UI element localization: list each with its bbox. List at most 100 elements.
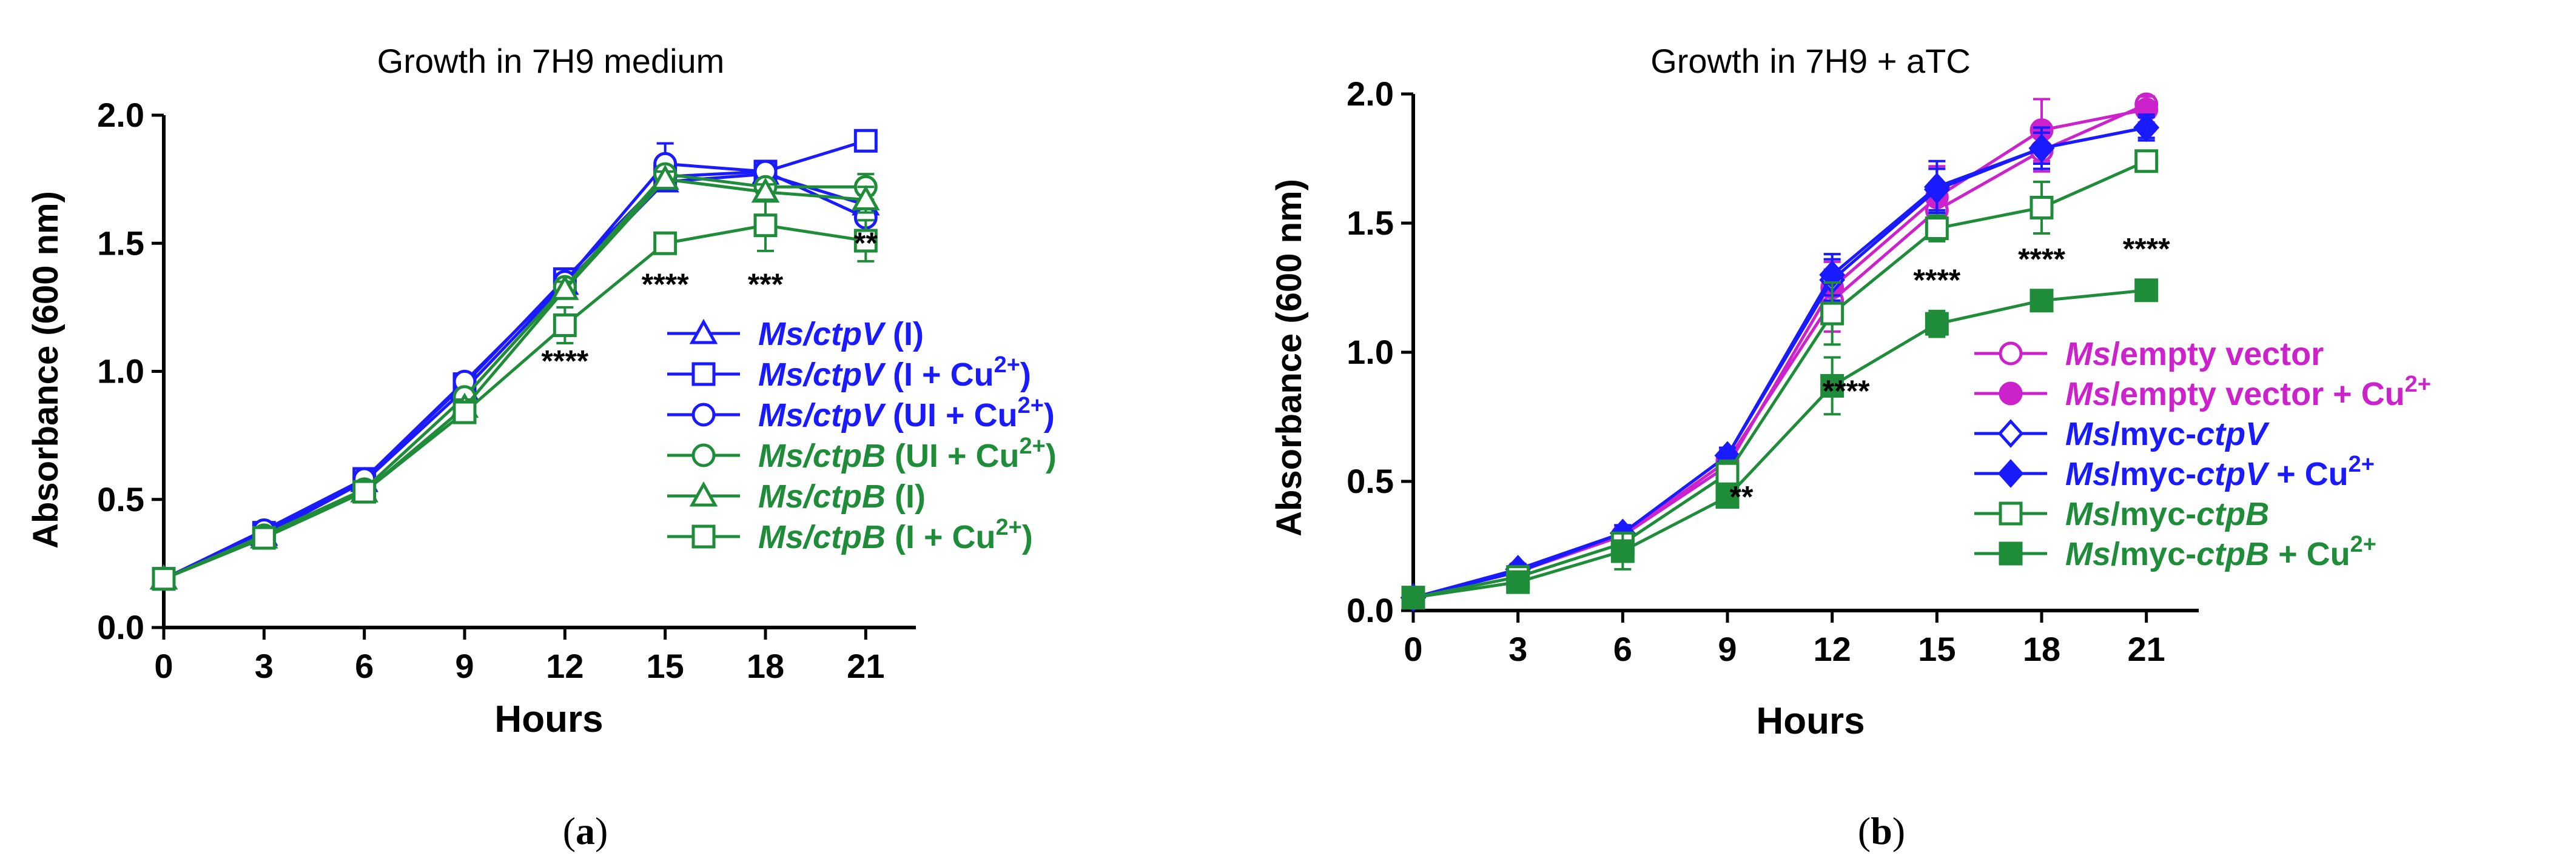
data-point <box>853 229 878 253</box>
legend-item: Ms/ctpB (I + Cu2+) <box>667 515 1033 555</box>
y-tick-label: 1.0 <box>1347 333 1394 371</box>
data-point <box>1820 301 1845 326</box>
panel-a-letter: (a) <box>563 809 608 852</box>
panel-b-letter: (b) <box>1858 809 1905 852</box>
y-tick-label: 2.0 <box>97 96 144 134</box>
data-point <box>452 400 477 424</box>
x-tick-label: 15 <box>647 647 684 685</box>
significance-annotation: **** <box>2018 243 2065 276</box>
x-tick-label: 15 <box>1918 630 1956 668</box>
y-tick-label: 0.5 <box>1347 462 1394 500</box>
x-tick-label: 9 <box>1718 630 1737 668</box>
panel-b-annotations: ************** **** <box>1730 232 2171 514</box>
series-line <box>163 162 867 580</box>
legend-item: Ms/ctpV (I) <box>667 316 924 352</box>
x-tick-label: 3 <box>1508 630 1527 668</box>
x-tick-label: 12 <box>546 647 583 685</box>
legend-label: Ms/ctpV (I) <box>758 316 924 352</box>
x-tick-label: 12 <box>1814 630 1851 668</box>
y-tick-label: 1.0 <box>97 352 144 390</box>
legend-item: Ms/myc-ctpV + Cu2+ <box>1974 452 2375 492</box>
legend-item: Ms/ctpB (UI + Cu2+) <box>667 434 1057 474</box>
panel-a-series <box>149 129 880 591</box>
panel-b-series <box>1400 92 2160 612</box>
data-point <box>1925 312 1949 336</box>
x-tick-label: 18 <box>747 647 784 685</box>
legend-marker <box>689 481 718 507</box>
y-tick-label: 0.0 <box>1347 591 1394 629</box>
x-tick-label: 0 <box>154 647 173 685</box>
data-point <box>252 526 276 550</box>
legend-item: Ms/empty vector + Cu2+ <box>1974 372 2431 412</box>
data-point <box>2134 278 2159 303</box>
data-point <box>2028 133 2055 163</box>
data-point <box>152 567 176 591</box>
panel-a-xlabel: Hours <box>494 698 603 740</box>
data-point <box>651 164 679 190</box>
legend-marker <box>691 524 716 549</box>
y-tick-label: 1.5 <box>97 224 144 262</box>
series-line <box>1413 126 2147 600</box>
data-point <box>551 275 579 300</box>
data-point <box>653 231 678 255</box>
legend-label: Ms/ctpB (I + Cu2+) <box>758 515 1033 555</box>
legend-marker <box>691 403 716 427</box>
series-6 <box>1401 278 2159 610</box>
series-6 <box>152 198 878 591</box>
x-tick-label: 9 <box>455 647 474 685</box>
panel-a-annotations: ******** ***** <box>541 226 878 378</box>
legend-marker <box>689 318 718 344</box>
legend-label: Ms/myc-ctpB <box>2065 496 2269 532</box>
data-point <box>852 185 880 210</box>
legend-label: Ms/myc-ctpV + Cu2+ <box>2065 452 2375 492</box>
significance-annotation: **** <box>541 344 588 378</box>
data-point <box>1715 485 1740 509</box>
panel-b-axes: 0 3 6 9 12 15 18 21 0.0 0.5 1.0 1.5 2.0 <box>1347 75 2199 668</box>
x-tick-label: 21 <box>847 647 884 685</box>
legend-item: Ms/myc-ctpB <box>1974 496 2269 532</box>
x-tick-label: 21 <box>2128 630 2165 668</box>
series-line <box>1413 102 2147 600</box>
data-point <box>2030 289 2054 313</box>
data-point <box>1610 539 1635 563</box>
legend-label: Ms/ctpB (I) <box>758 478 926 515</box>
series-4 <box>1400 113 2160 612</box>
legend-item: Ms/empty vector <box>1974 336 2324 372</box>
legend-marker <box>691 443 716 467</box>
legend-item: Ms/ctpB (I) <box>667 478 926 515</box>
series-line <box>163 224 866 581</box>
panel-b-ylabel: Absorbance (600 nm) <box>1270 179 1309 537</box>
legend-item: Ms/myc-ctpV <box>1974 416 2270 452</box>
panel-b-title: Growth in 7H9 + aTC <box>1650 42 1971 80</box>
x-tick-label: 0 <box>1404 630 1422 668</box>
legend-label: Ms/empty vector <box>2065 336 2324 372</box>
legend-label: Ms/ctpV (I + Cu2+) <box>758 352 1031 393</box>
data-point <box>1820 373 1845 398</box>
legend-marker <box>1999 381 2023 406</box>
series-line <box>1413 159 2147 600</box>
data-point <box>853 129 878 153</box>
significance-annotation: ** <box>1730 480 1754 514</box>
legend-label: Ms/ctpV (UI + Cu2+) <box>758 393 1055 434</box>
panel-a-chart: Growth in 7H9 medium Absorbance (600 nm)… <box>26 42 1057 852</box>
legend-label: Ms/ctpB (UI + Cu2+) <box>758 434 1057 474</box>
legend-marker <box>1997 459 2024 488</box>
legend-label: Ms/myc-ctpV <box>2065 416 2270 452</box>
legend-marker <box>691 362 716 386</box>
significance-annotation: ** <box>854 226 878 260</box>
y-tick-label: 0.5 <box>97 480 144 518</box>
data-point <box>753 213 778 238</box>
panel-b-xlabel: Hours <box>1756 700 1865 742</box>
panel-a-ylabel: Absorbance (600 nm) <box>26 191 66 549</box>
panel-b-chart: Growth in 7H9 + aTC Absorbance (600 nm) … <box>1270 42 2431 852</box>
significance-annotation: **** <box>1823 374 1870 408</box>
legend-marker <box>1999 501 2023 526</box>
legend-item: Ms/myc-ctpB + Cu2+ <box>1974 532 2376 572</box>
panel-a-axes: 0 3 6 9 12 15 18 21 0.0 0.5 1.0 1.5 2.0 <box>97 96 916 685</box>
legend-marker <box>1999 541 2023 566</box>
legend-label: Ms/empty vector + Cu2+ <box>2065 372 2431 412</box>
legend-item: Ms/ctpV (UI + Cu2+) <box>667 393 1055 434</box>
x-tick-label: 6 <box>1613 630 1632 668</box>
